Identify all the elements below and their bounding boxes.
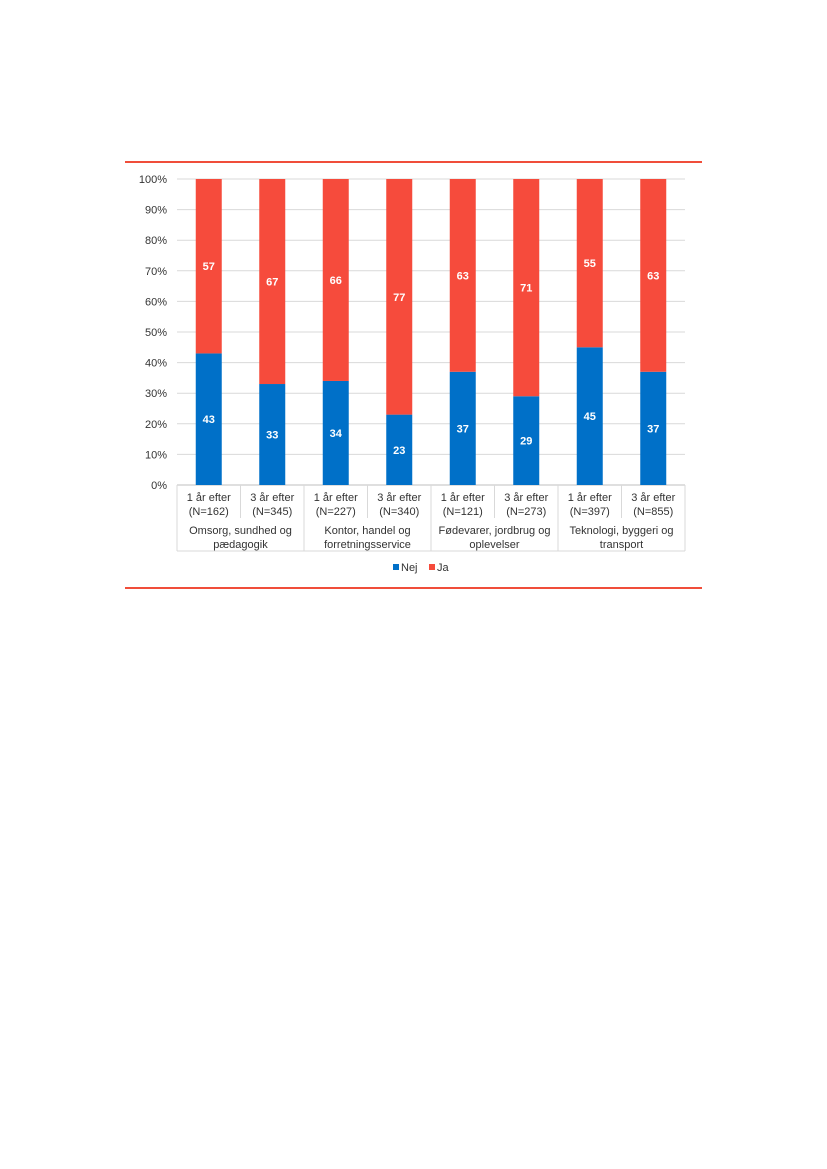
group-label: Omsorg, sundhed og [189, 525, 292, 537]
bar-segment-ja [322, 179, 349, 381]
bar-segment-ja [449, 179, 476, 372]
bottom-rule [125, 587, 702, 589]
x-tick-label: (N=340) [379, 506, 419, 518]
data-label: 43 [203, 414, 215, 426]
legend-label: Nej [401, 562, 418, 574]
group-label: forretningsservice [324, 539, 411, 551]
x-tick-label: (N=121) [443, 506, 483, 518]
y-tick-label: 100% [139, 174, 167, 186]
bar-segment-nej [195, 353, 222, 485]
data-label: 33 [266, 430, 278, 442]
bar-segment-nej [576, 347, 603, 485]
legend-swatch-ja [429, 564, 435, 570]
data-label: 66 [330, 275, 342, 287]
y-tick-label: 20% [145, 419, 167, 431]
x-tick-label: (N=345) [252, 506, 292, 518]
data-label: 63 [647, 270, 659, 282]
y-tick-label: 0% [151, 480, 167, 492]
bar-segment-nej [386, 414, 413, 485]
bar-segment-ja [640, 179, 667, 372]
y-tick-label: 90% [145, 205, 167, 217]
x-tick-label: 3 år efter [504, 492, 548, 504]
x-tick-label: 3 år efter [377, 492, 421, 504]
bar-segment-nej [640, 371, 667, 485]
bar-segment-nej [322, 380, 349, 485]
x-tick-label: 3 år efter [631, 492, 675, 504]
x-tick-label: (N=397) [570, 506, 610, 518]
group-label: transport [600, 539, 643, 551]
legend-swatch-nej [393, 564, 399, 570]
group-label: oplevelser [469, 539, 519, 551]
data-label: 45 [584, 411, 596, 423]
bar-segment-nej [513, 396, 540, 485]
group-label: pædagogik [213, 539, 268, 551]
data-label: 34 [330, 428, 343, 440]
x-tick-label: (N=227) [316, 506, 356, 518]
y-tick-label: 70% [145, 266, 167, 278]
x-tick-label: 1 år efter [314, 492, 358, 504]
group-label: Teknologi, byggeri og [570, 525, 674, 537]
legend-label: Ja [437, 562, 450, 574]
bar-segment-nej [449, 371, 476, 485]
data-label: 77 [393, 292, 405, 304]
data-label: 57 [203, 261, 215, 273]
data-label: 23 [393, 445, 405, 457]
bar-segment-ja [386, 179, 413, 415]
y-tick-label: 30% [145, 388, 167, 400]
y-tick-label: 10% [145, 449, 167, 461]
data-label: 37 [647, 423, 659, 435]
data-label: 37 [457, 423, 469, 435]
data-label: 71 [520, 283, 532, 295]
data-label: 55 [584, 258, 596, 270]
x-tick-label: (N=162) [189, 506, 229, 518]
bar-segment-ja [513, 179, 540, 397]
x-tick-label: 1 år efter [568, 492, 612, 504]
y-tick-label: 80% [145, 235, 167, 247]
x-tick-label: (N=855) [633, 506, 673, 518]
y-tick-label: 60% [145, 296, 167, 308]
bar-segment-ja [259, 179, 286, 385]
bar-segment-ja [195, 179, 222, 354]
data-label: 29 [520, 436, 532, 448]
group-label: Kontor, handel og [324, 525, 410, 537]
x-tick-label: 1 år efter [441, 492, 485, 504]
data-label: 67 [266, 277, 278, 289]
y-tick-label: 40% [145, 358, 167, 370]
top-rule [125, 161, 702, 163]
bar-segment-nej [259, 384, 286, 485]
x-tick-label: (N=273) [506, 506, 546, 518]
x-tick-label: 3 år efter [250, 492, 294, 504]
y-tick-label: 50% [145, 327, 167, 339]
group-label: Fødevarer, jordbrug og [439, 525, 551, 537]
data-label: 63 [457, 270, 469, 282]
bar-segment-ja [576, 179, 603, 348]
x-tick-label: 1 år efter [187, 492, 231, 504]
